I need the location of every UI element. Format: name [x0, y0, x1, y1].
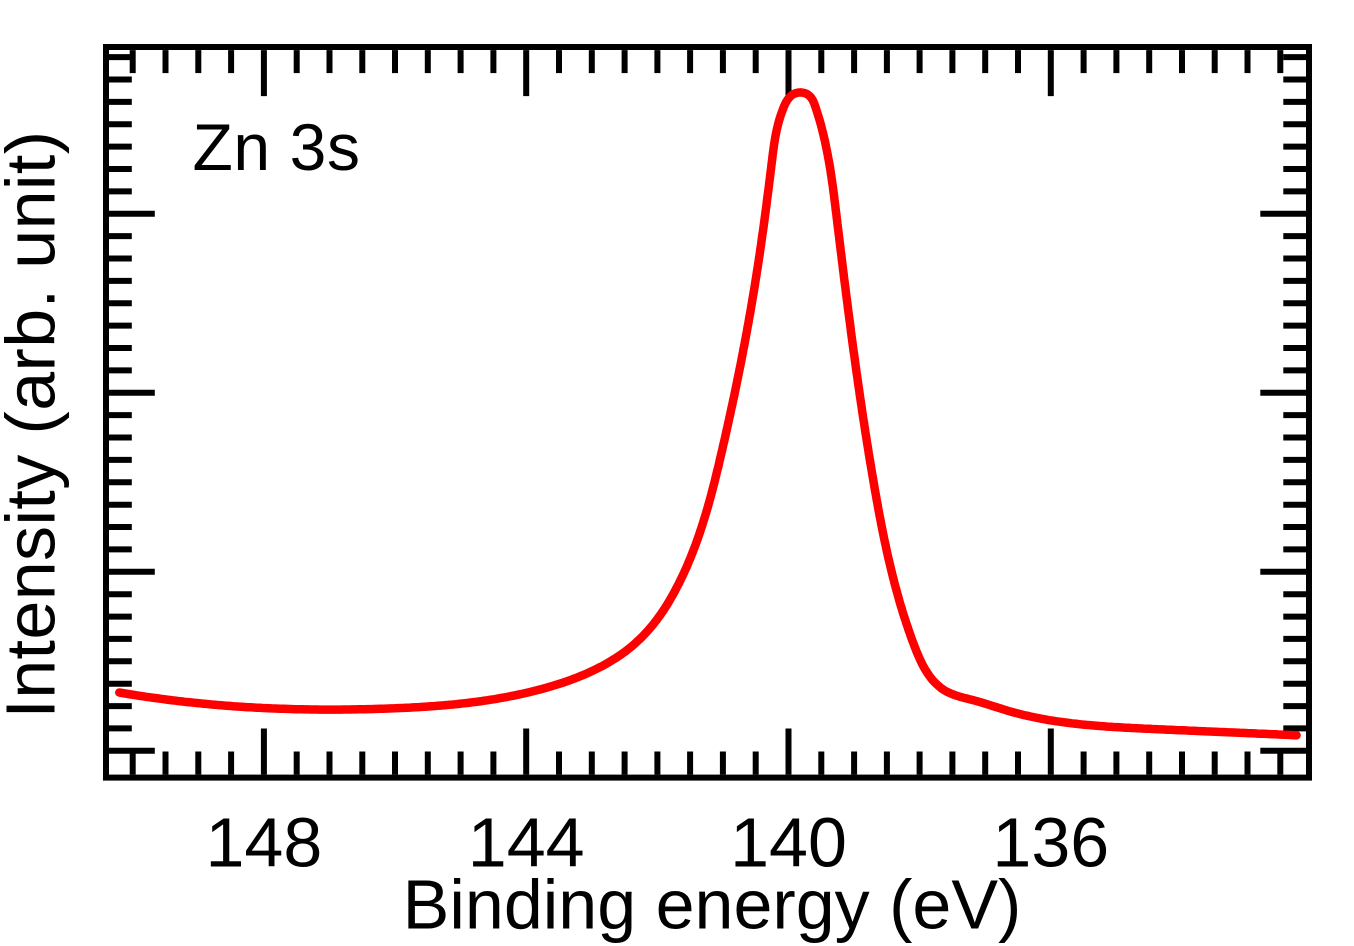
svg-text:140: 140 [730, 804, 847, 882]
svg-text:144: 144 [468, 804, 585, 882]
svg-text:Binding energy (eV): Binding energy (eV) [403, 866, 1022, 944]
svg-text:136: 136 [992, 804, 1109, 882]
svg-text:148: 148 [206, 804, 323, 882]
svg-text:Zn 3s: Zn 3s [193, 110, 361, 184]
svg-text:Intensity (arb. unit): Intensity (arb. unit) [0, 131, 70, 719]
